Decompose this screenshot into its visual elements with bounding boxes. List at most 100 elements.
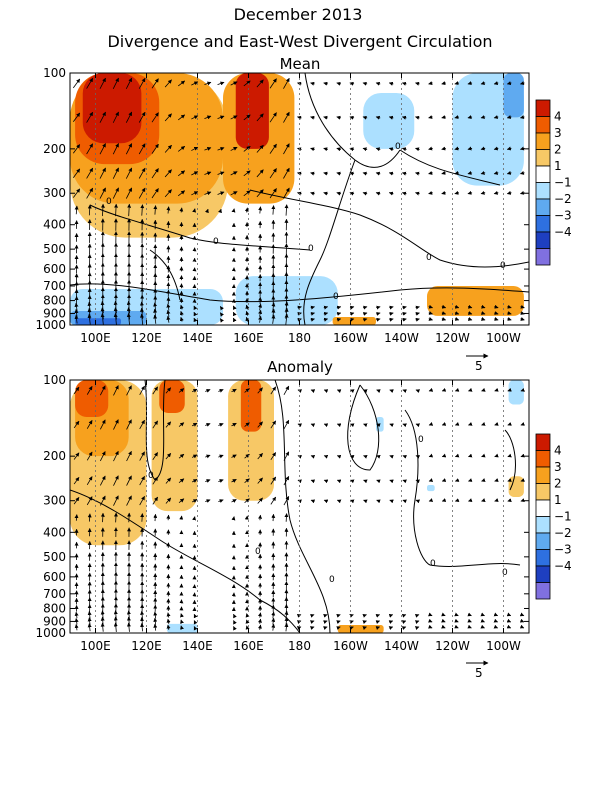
circulation-vector: [363, 454, 368, 459]
circulation-vector: [243, 80, 251, 87]
circulation-vector: [388, 626, 394, 630]
circulation-vector: [519, 612, 525, 617]
circulation-vector: [257, 497, 263, 504]
circulation-vector: [205, 454, 211, 459]
contour-label: 0: [255, 547, 261, 557]
shaded-region: [82, 73, 142, 144]
y-tick-label: 500: [43, 242, 66, 256]
circulation-vector: [506, 618, 512, 623]
circulation-vector: [191, 499, 198, 503]
circulation-vector: [414, 626, 420, 630]
contour-label: 0: [333, 292, 339, 302]
circulation-vector: [323, 454, 329, 459]
circulation-vector: [428, 317, 433, 321]
circulation-vector: [310, 479, 316, 484]
circulation-vector: [230, 171, 238, 176]
y-tick-label: 300: [43, 494, 66, 508]
zero-contour: [89, 204, 311, 251]
shaded-region: [503, 73, 524, 118]
circulation-vector: [74, 623, 79, 631]
circulation-vector: [507, 422, 512, 426]
circulation-vector: [402, 499, 407, 504]
circulation-vector: [415, 147, 420, 152]
circulation-vector: [192, 208, 197, 213]
circulation-vector: [99, 385, 106, 396]
colorbar-label: −3: [554, 543, 572, 557]
circulation-vector: [151, 143, 159, 154]
circulation-vector: [493, 624, 499, 629]
circulation-vector: [125, 143, 133, 155]
figure-subtitle: Divergence and East-West Divergent Circu…: [107, 32, 492, 51]
circulation-vector: [467, 146, 473, 151]
circulation-vector: [389, 389, 394, 394]
circulation-vector: [467, 190, 473, 195]
circulation-vector: [113, 495, 119, 506]
circulation-vector: [480, 618, 485, 623]
circulation-vector: [231, 208, 236, 213]
circulation-vector: [232, 305, 237, 311]
circulation-vector: [481, 422, 486, 426]
x-tick-label: 120W: [435, 331, 470, 345]
x-tick-label: 100W: [486, 331, 521, 345]
circulation-vector: [467, 612, 472, 617]
circulation-vector: [414, 620, 420, 624]
circulation-vector: [494, 498, 499, 502]
circulation-vector: [362, 620, 367, 624]
colorbar-label: −1: [554, 510, 572, 524]
circulation-vector: [204, 115, 212, 120]
circulation-vector: [310, 147, 315, 152]
circulation-vector: [323, 191, 328, 196]
circulation-vector: [480, 624, 485, 629]
circulation-vector: [270, 452, 277, 461]
circulation-vector: [125, 77, 133, 89]
panel-anomaly: Anomaly 0 0 0 0 0 0 100E 120E 140E 160E 180 1…: [35, 358, 571, 680]
circulation-vector: [232, 311, 237, 317]
circulation-vector: [165, 421, 172, 428]
circulation-vector: [125, 111, 133, 123]
colorbar-label: −4: [554, 225, 572, 239]
circulation-vector: [112, 77, 119, 89]
circulation-vector: [441, 317, 447, 321]
circulation-vector: [375, 626, 381, 630]
circulation-vector: [428, 115, 433, 119]
colorbar-label: 3: [554, 126, 562, 140]
circulation-vector: [112, 143, 119, 155]
circulation-vector: [230, 146, 238, 151]
x-tick-label: 120E: [131, 639, 162, 653]
circulation-vector: [402, 305, 407, 310]
circulation-vector: [256, 79, 264, 88]
circulation-vector: [507, 498, 512, 502]
circulation-vector: [401, 147, 407, 152]
circulation-vector: [310, 311, 315, 316]
circulation-vector: [415, 499, 421, 504]
circulation-vector: [376, 389, 381, 394]
circulation-vector: [112, 167, 119, 179]
circulation-vector: [468, 498, 473, 502]
x-tick-label: 120W: [435, 639, 470, 653]
circulation-vector: [375, 147, 381, 152]
circulation-vector: [139, 475, 145, 486]
y-tick-label: 100: [43, 373, 66, 387]
circulation-vector: [375, 171, 381, 176]
circulation-vector: [112, 111, 119, 123]
circulation-vector: [257, 618, 262, 624]
circulation-vector: [217, 81, 225, 86]
circulation-vector: [283, 187, 290, 199]
colorbar-swatch: [535, 450, 551, 468]
circulation-vector: [113, 313, 118, 325]
circulation-vector: [191, 454, 198, 459]
circulation-vector: [87, 204, 92, 216]
circulation-vector: [87, 623, 92, 632]
shaded-region: [159, 380, 185, 413]
circulation-vector: [402, 311, 407, 316]
circulation-vector: [519, 618, 525, 623]
circulation-vector: [217, 115, 225, 120]
circulation-vector: [467, 311, 473, 315]
circulation-vector: [376, 479, 381, 484]
circulation-vector: [389, 499, 394, 504]
circulation-vector: [480, 146, 486, 151]
circulation-vector: [165, 477, 172, 484]
circulation-vector: [193, 305, 198, 311]
